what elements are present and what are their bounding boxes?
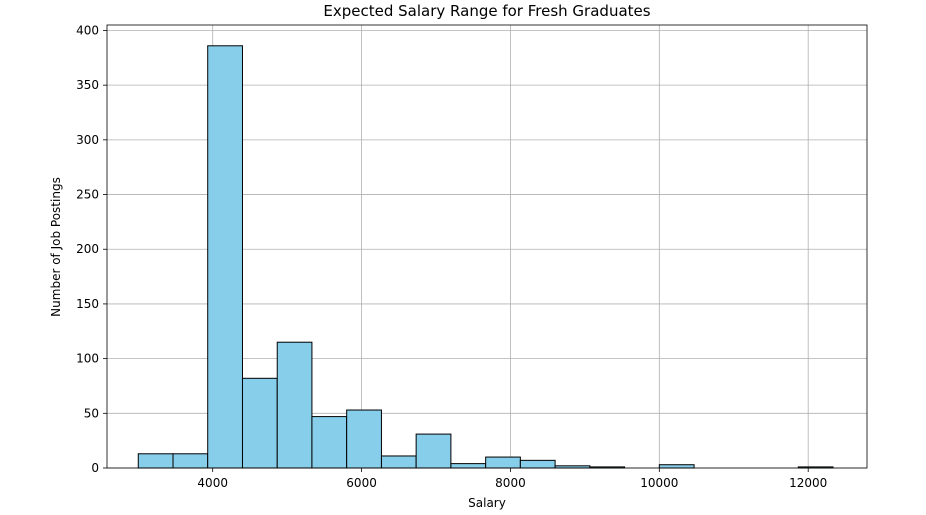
histogram-bar (172, 453, 209, 469)
y-tick-label: 200 (76, 242, 99, 256)
histogram-bars (137, 45, 834, 469)
y-tick-label: 400 (76, 23, 99, 37)
y-tick-label: 50 (84, 406, 99, 420)
plot-frame (106, 24, 868, 469)
y-tick-label: 100 (76, 352, 99, 366)
x-tick-label: 8000 (495, 476, 526, 490)
histogram-bar (658, 464, 695, 469)
y-axis-label: Number of Job Postings (49, 177, 63, 317)
histogram-bar (380, 455, 417, 469)
histogram-bar (485, 456, 521, 469)
x-tick-label: 6000 (346, 476, 377, 490)
y-tick-label: 350 (76, 78, 99, 92)
x-tick-label: 4000 (197, 476, 228, 490)
x-tick-label: 10000 (640, 476, 678, 490)
histogram-bar (241, 377, 278, 469)
histogram-bar (450, 463, 487, 469)
histogram-bar (346, 409, 382, 469)
y-tick-label: 0 (91, 461, 99, 475)
histogram-bar (415, 433, 452, 469)
chart-title: Expected Salary Range for Fresh Graduate… (323, 2, 650, 20)
y-tick-label: 300 (76, 133, 99, 147)
histogram-bar (276, 341, 313, 469)
histogram-bar (137, 453, 174, 469)
axis-ticks: 4000 6000 8000 10000 12000 0 50 100 150 200 250 300… (76, 23, 827, 490)
histogram-bar (519, 459, 556, 469)
y-tick-label: 250 (76, 188, 99, 202)
histogram-bar (207, 45, 243, 469)
x-axis-label: Salary (468, 496, 506, 510)
y-tick-label: 150 (76, 297, 99, 311)
x-tick-label: 12000 (789, 476, 827, 490)
histogram-bar (311, 416, 348, 469)
